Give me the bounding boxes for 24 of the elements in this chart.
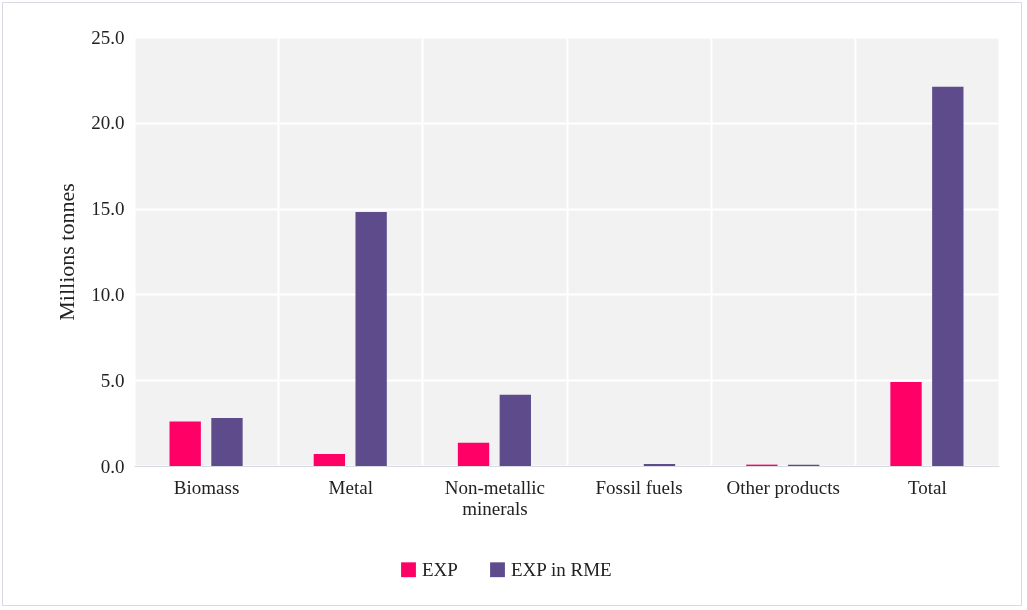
y-tick-label: 25.0 <box>91 26 125 48</box>
bar <box>457 442 490 466</box>
legend-label: EXP in RME <box>511 558 612 580</box>
bar <box>355 212 387 466</box>
legend-label: EXP <box>422 558 458 580</box>
y-tick-label: 5.0 <box>100 369 125 391</box>
bar <box>313 453 346 466</box>
x-tick-label: Biomass <box>173 476 240 498</box>
y-axis-title: Millions tonnes <box>54 183 80 321</box>
y-tick-label: 20.0 <box>91 112 125 134</box>
bar <box>211 417 243 466</box>
y-tick-label: 15.0 <box>91 198 125 220</box>
bar <box>499 394 531 466</box>
x-tick-label: Non-metallic minerals <box>444 476 546 519</box>
x-tick-label: Fossil fuels <box>595 476 683 498</box>
bar <box>169 421 201 466</box>
x-tick-label: Metal <box>328 476 373 498</box>
bar <box>890 381 922 466</box>
y-tick-label: 0.0 <box>100 455 125 477</box>
bar <box>932 86 964 466</box>
y-tick-label: 10.0 <box>91 283 125 305</box>
x-tick-label: Total <box>908 476 947 498</box>
x-tick-label: Other products <box>726 476 840 498</box>
bar <box>643 463 676 466</box>
